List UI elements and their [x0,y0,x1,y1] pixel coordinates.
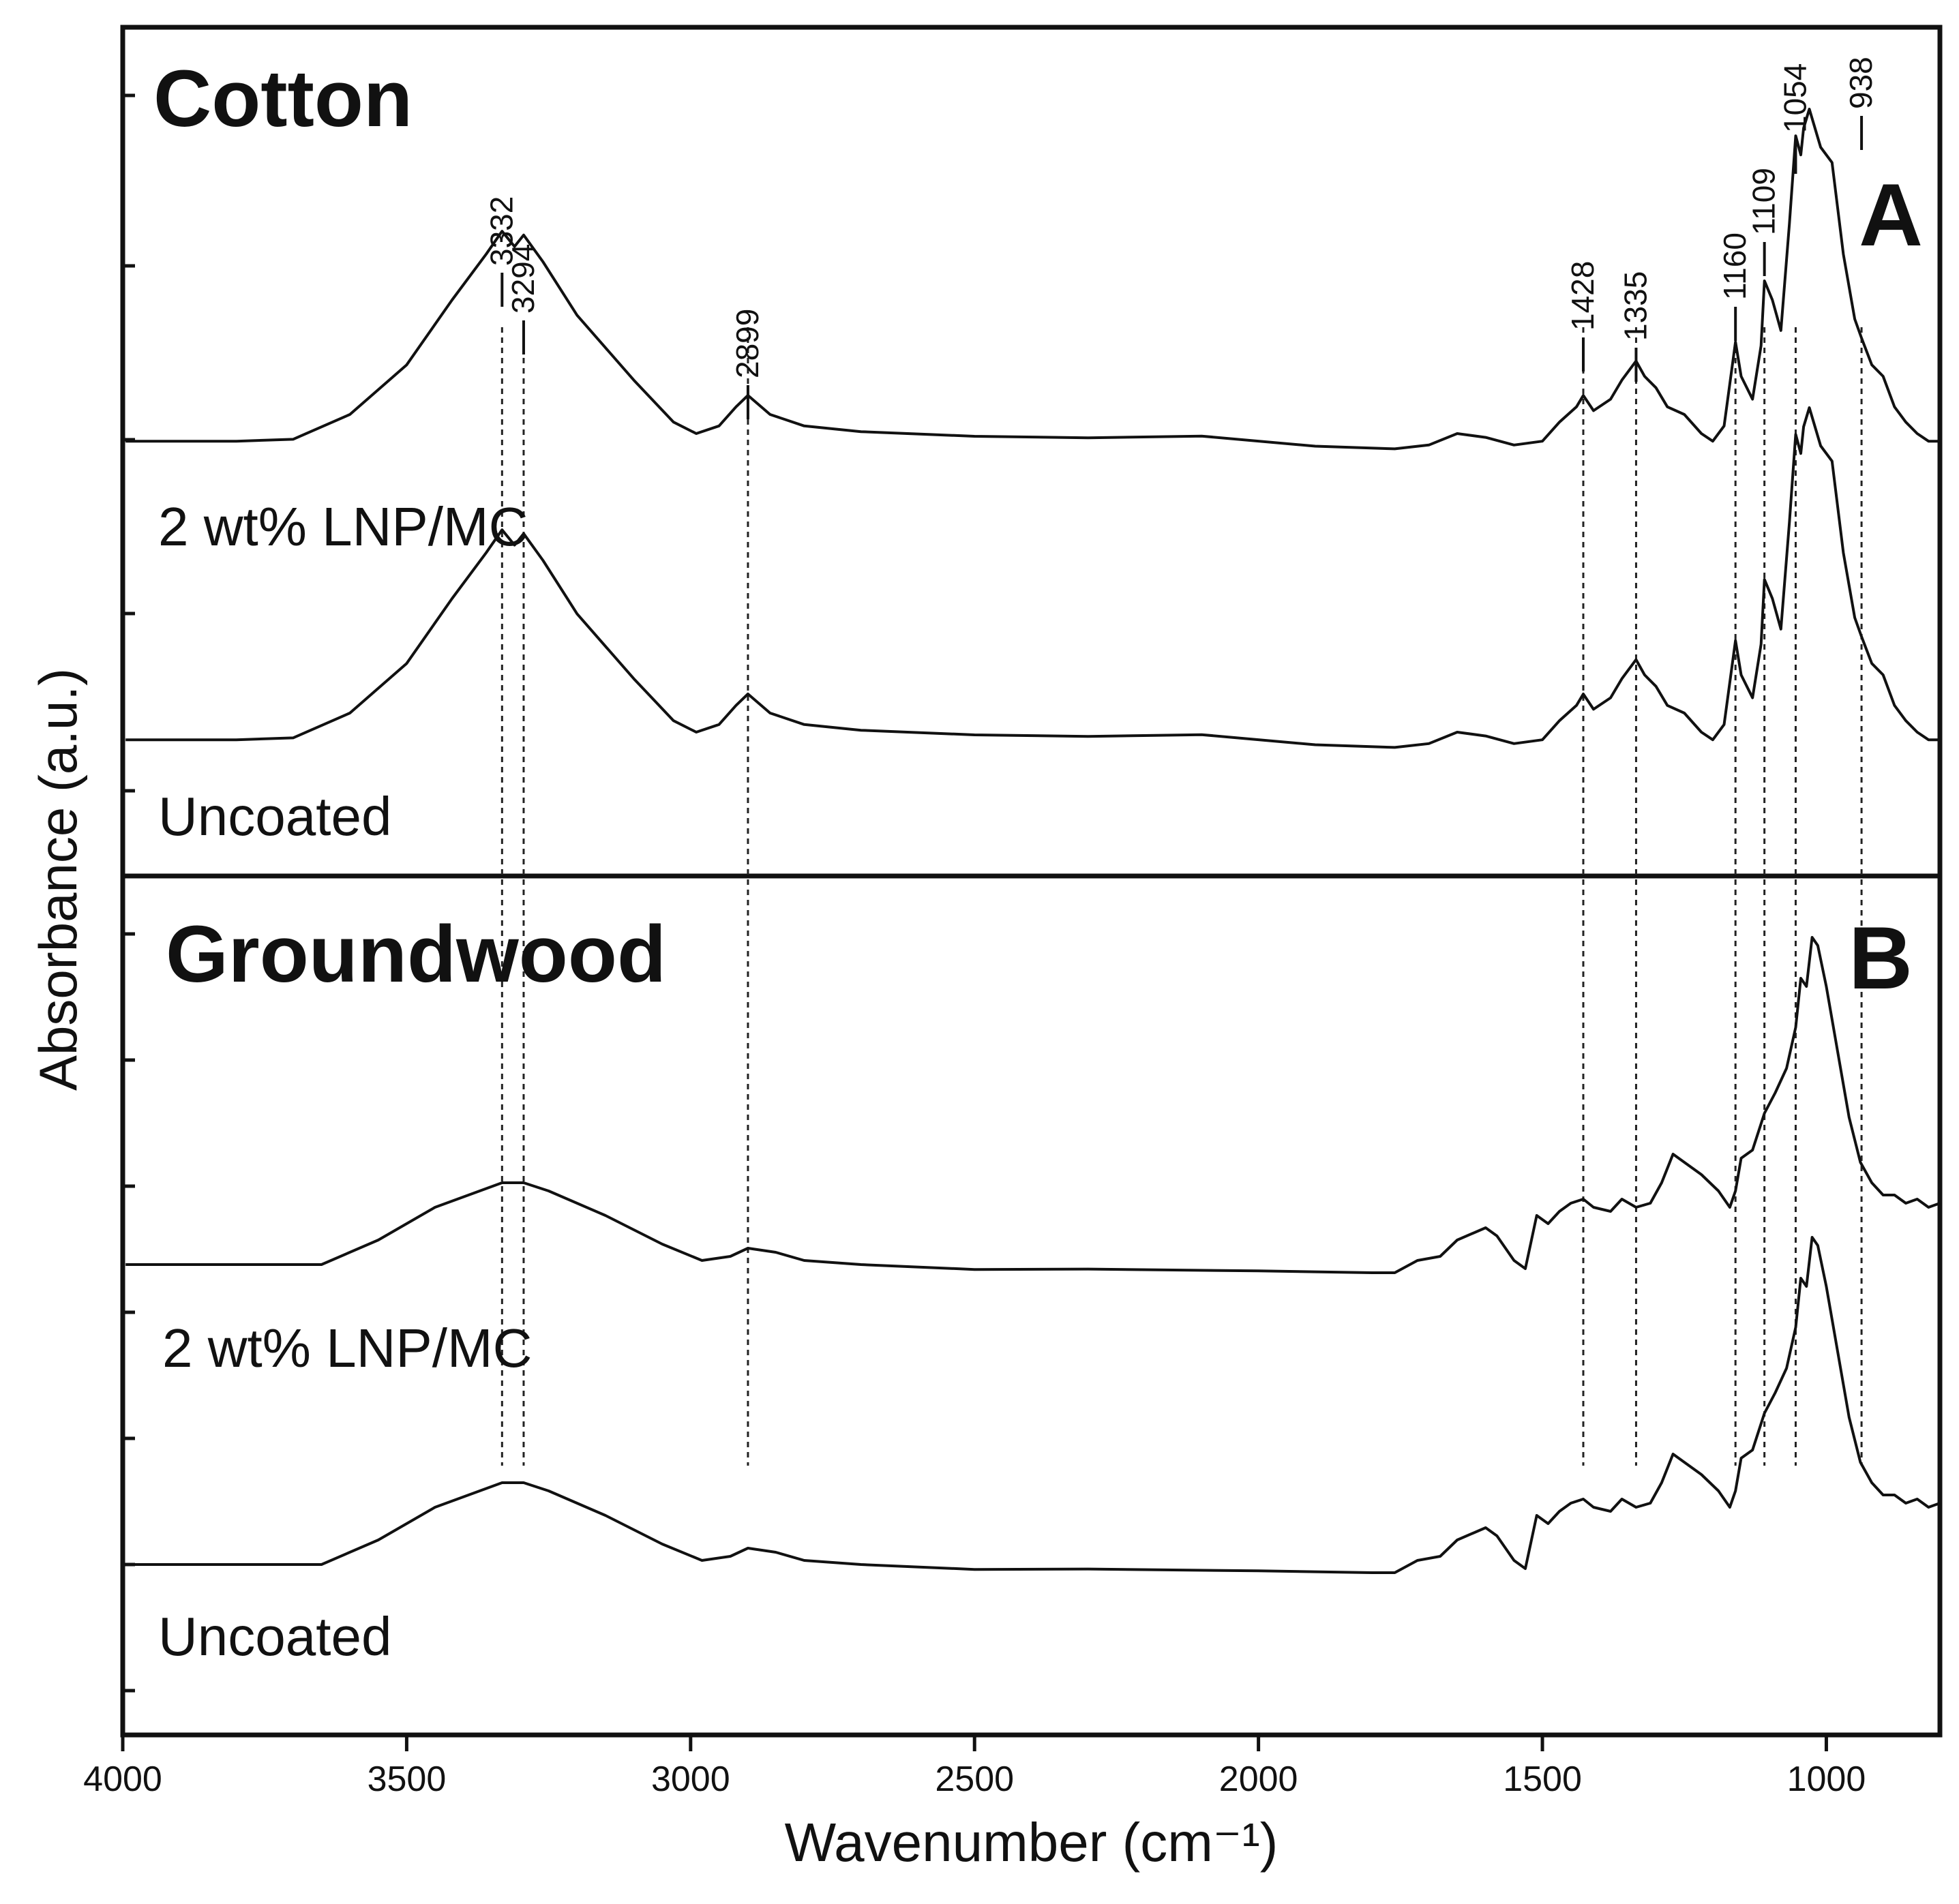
spectrum-line-cotton-coated [125,108,1940,451]
peak-label: 1160 [1717,232,1752,300]
panel-title: Groundwood [166,909,666,999]
text-layer: 4000 3500 3000 2500 2000 1500 1000 Wavenumber (… [28,54,1923,1873]
panel-letter: A [1859,165,1923,265]
x-tick-label: 2500 [935,1759,1014,1799]
peak-label: 1335 [1617,271,1653,341]
spectrum-line-groundwood-uncoated [125,1236,1941,1574]
peak-label: 1109 [1746,168,1782,235]
x-tick-label: 2000 [1219,1759,1298,1799]
x-tick-label: 1500 [1503,1759,1582,1799]
spectrum-line-groundwood-coated [125,936,1941,1274]
peak-label: 3294 [505,244,541,314]
x-tick-label: 3000 [651,1759,730,1799]
y-axis-label: Absorbance (a.u.) [28,668,88,1091]
spectrum-line-cotton-uncoated [125,406,1940,749]
series-label: 2 wt% LNP/MC [162,1318,532,1378]
peak-label: 2899 [730,309,765,378]
frame-layer [120,25,1943,1751]
panel-letter: B [1849,908,1913,1008]
x-axis-label: Wavenumber (cm⁻¹) [785,1812,1278,1873]
x-tick-label: 1000 [1787,1759,1866,1799]
panel-title: Cotton [153,54,413,144]
peak-label: 1054 [1777,63,1812,133]
series-label: 2 wt% LNP/MC [158,496,528,557]
series-label: Uncoated [158,786,391,847]
peak-label: 1428 [1565,261,1600,331]
peak-label: 3332 [483,196,519,266]
plot-frame [120,25,1943,1738]
x-tick-label: 3500 [368,1759,447,1799]
guide-layer [500,116,1864,1466]
x-tick-label: 4000 [83,1759,162,1799]
series-layer [125,108,1941,1574]
series-label: Uncoated [158,1606,391,1667]
peak-label: 938 [1843,57,1879,109]
